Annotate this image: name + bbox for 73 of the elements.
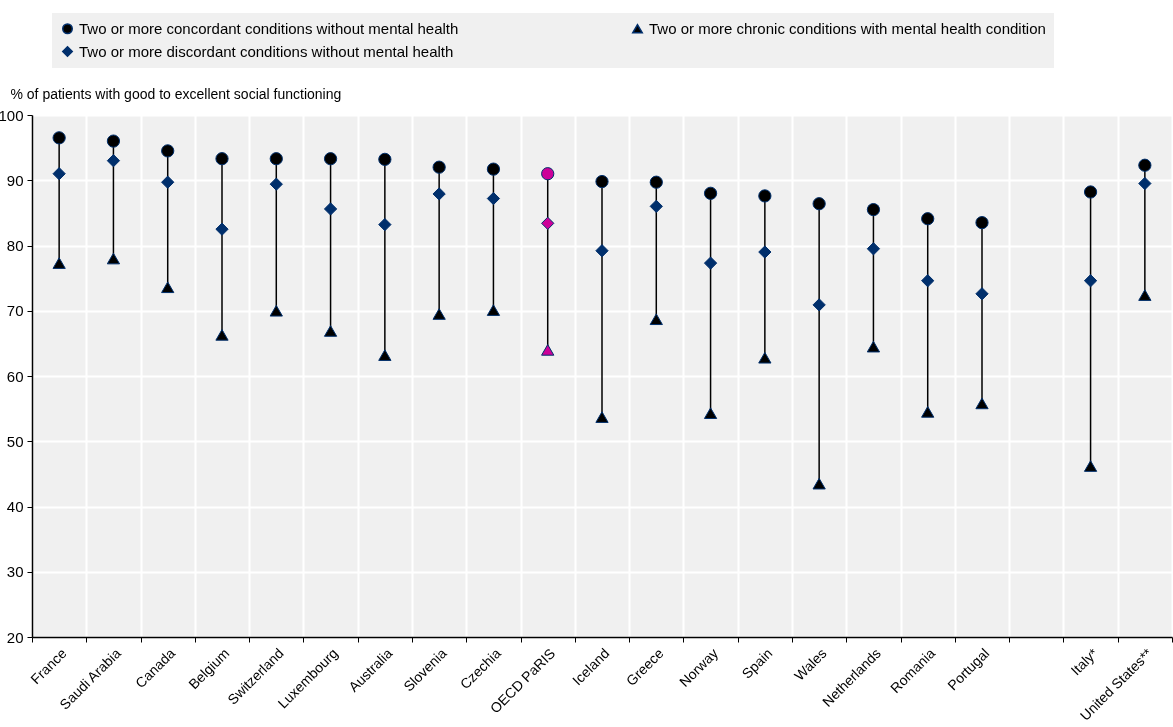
point <box>703 186 718 200</box>
point <box>1083 460 1098 472</box>
y-tick-label: 70 <box>6 302 24 320</box>
point <box>649 199 663 213</box>
legend-label: Two or more chronic conditions with mental health condition <box>649 19 1046 37</box>
point <box>52 167 66 181</box>
point <box>649 313 663 326</box>
point <box>215 222 229 236</box>
y-tick-label: 60 <box>6 367 24 385</box>
point <box>975 287 989 301</box>
point <box>432 187 446 201</box>
legend-label: Two or more concordant conditions without mental health <box>79 19 459 37</box>
point <box>161 281 175 294</box>
point <box>106 252 121 265</box>
y-axis-title: % of patients with good to excellent social functioning <box>10 85 342 102</box>
y-tick-label: 100 <box>0 106 24 124</box>
y-tick-label: 50 <box>6 432 24 450</box>
point <box>486 304 501 316</box>
point <box>432 160 446 174</box>
point <box>975 216 989 230</box>
y-tick-label: 20 <box>6 628 24 646</box>
point <box>323 325 338 337</box>
point <box>269 177 283 191</box>
point <box>378 349 392 361</box>
y-tick-label: 90 <box>6 171 24 189</box>
point <box>378 218 392 232</box>
point <box>649 175 663 189</box>
point <box>486 162 501 176</box>
point <box>866 340 881 353</box>
point <box>541 344 555 356</box>
point <box>1138 176 1152 191</box>
y-tick-label: 40 <box>6 498 24 515</box>
point <box>866 203 881 217</box>
point <box>106 154 121 168</box>
point <box>1083 274 1098 288</box>
point <box>595 174 609 189</box>
point <box>52 131 66 145</box>
point <box>323 152 338 166</box>
point <box>269 152 283 166</box>
point <box>921 274 935 288</box>
point <box>432 308 446 320</box>
point <box>758 351 772 364</box>
point <box>215 329 229 341</box>
point <box>1138 158 1152 172</box>
point <box>703 407 718 419</box>
point <box>595 411 609 423</box>
point <box>975 397 989 410</box>
point <box>703 256 718 270</box>
point <box>921 212 935 226</box>
point <box>161 175 175 189</box>
point <box>106 134 121 148</box>
point <box>1083 185 1098 199</box>
point <box>541 167 555 181</box>
point <box>323 202 338 216</box>
point <box>378 152 392 166</box>
point <box>1138 289 1152 301</box>
point <box>812 298 826 312</box>
y-tick-label: 30 <box>6 563 24 581</box>
point <box>866 242 881 256</box>
point <box>758 189 772 203</box>
point <box>541 216 555 230</box>
legend-label: Two or more discordant conditions without mental health <box>79 42 454 60</box>
point <box>269 304 283 317</box>
point <box>215 152 229 166</box>
point <box>812 197 826 211</box>
point <box>52 257 66 269</box>
point <box>812 477 826 490</box>
point <box>758 245 772 259</box>
point <box>161 144 175 158</box>
point <box>486 191 501 206</box>
y-tick-label: 80 <box>6 237 24 254</box>
point <box>595 244 609 258</box>
point <box>921 406 935 418</box>
